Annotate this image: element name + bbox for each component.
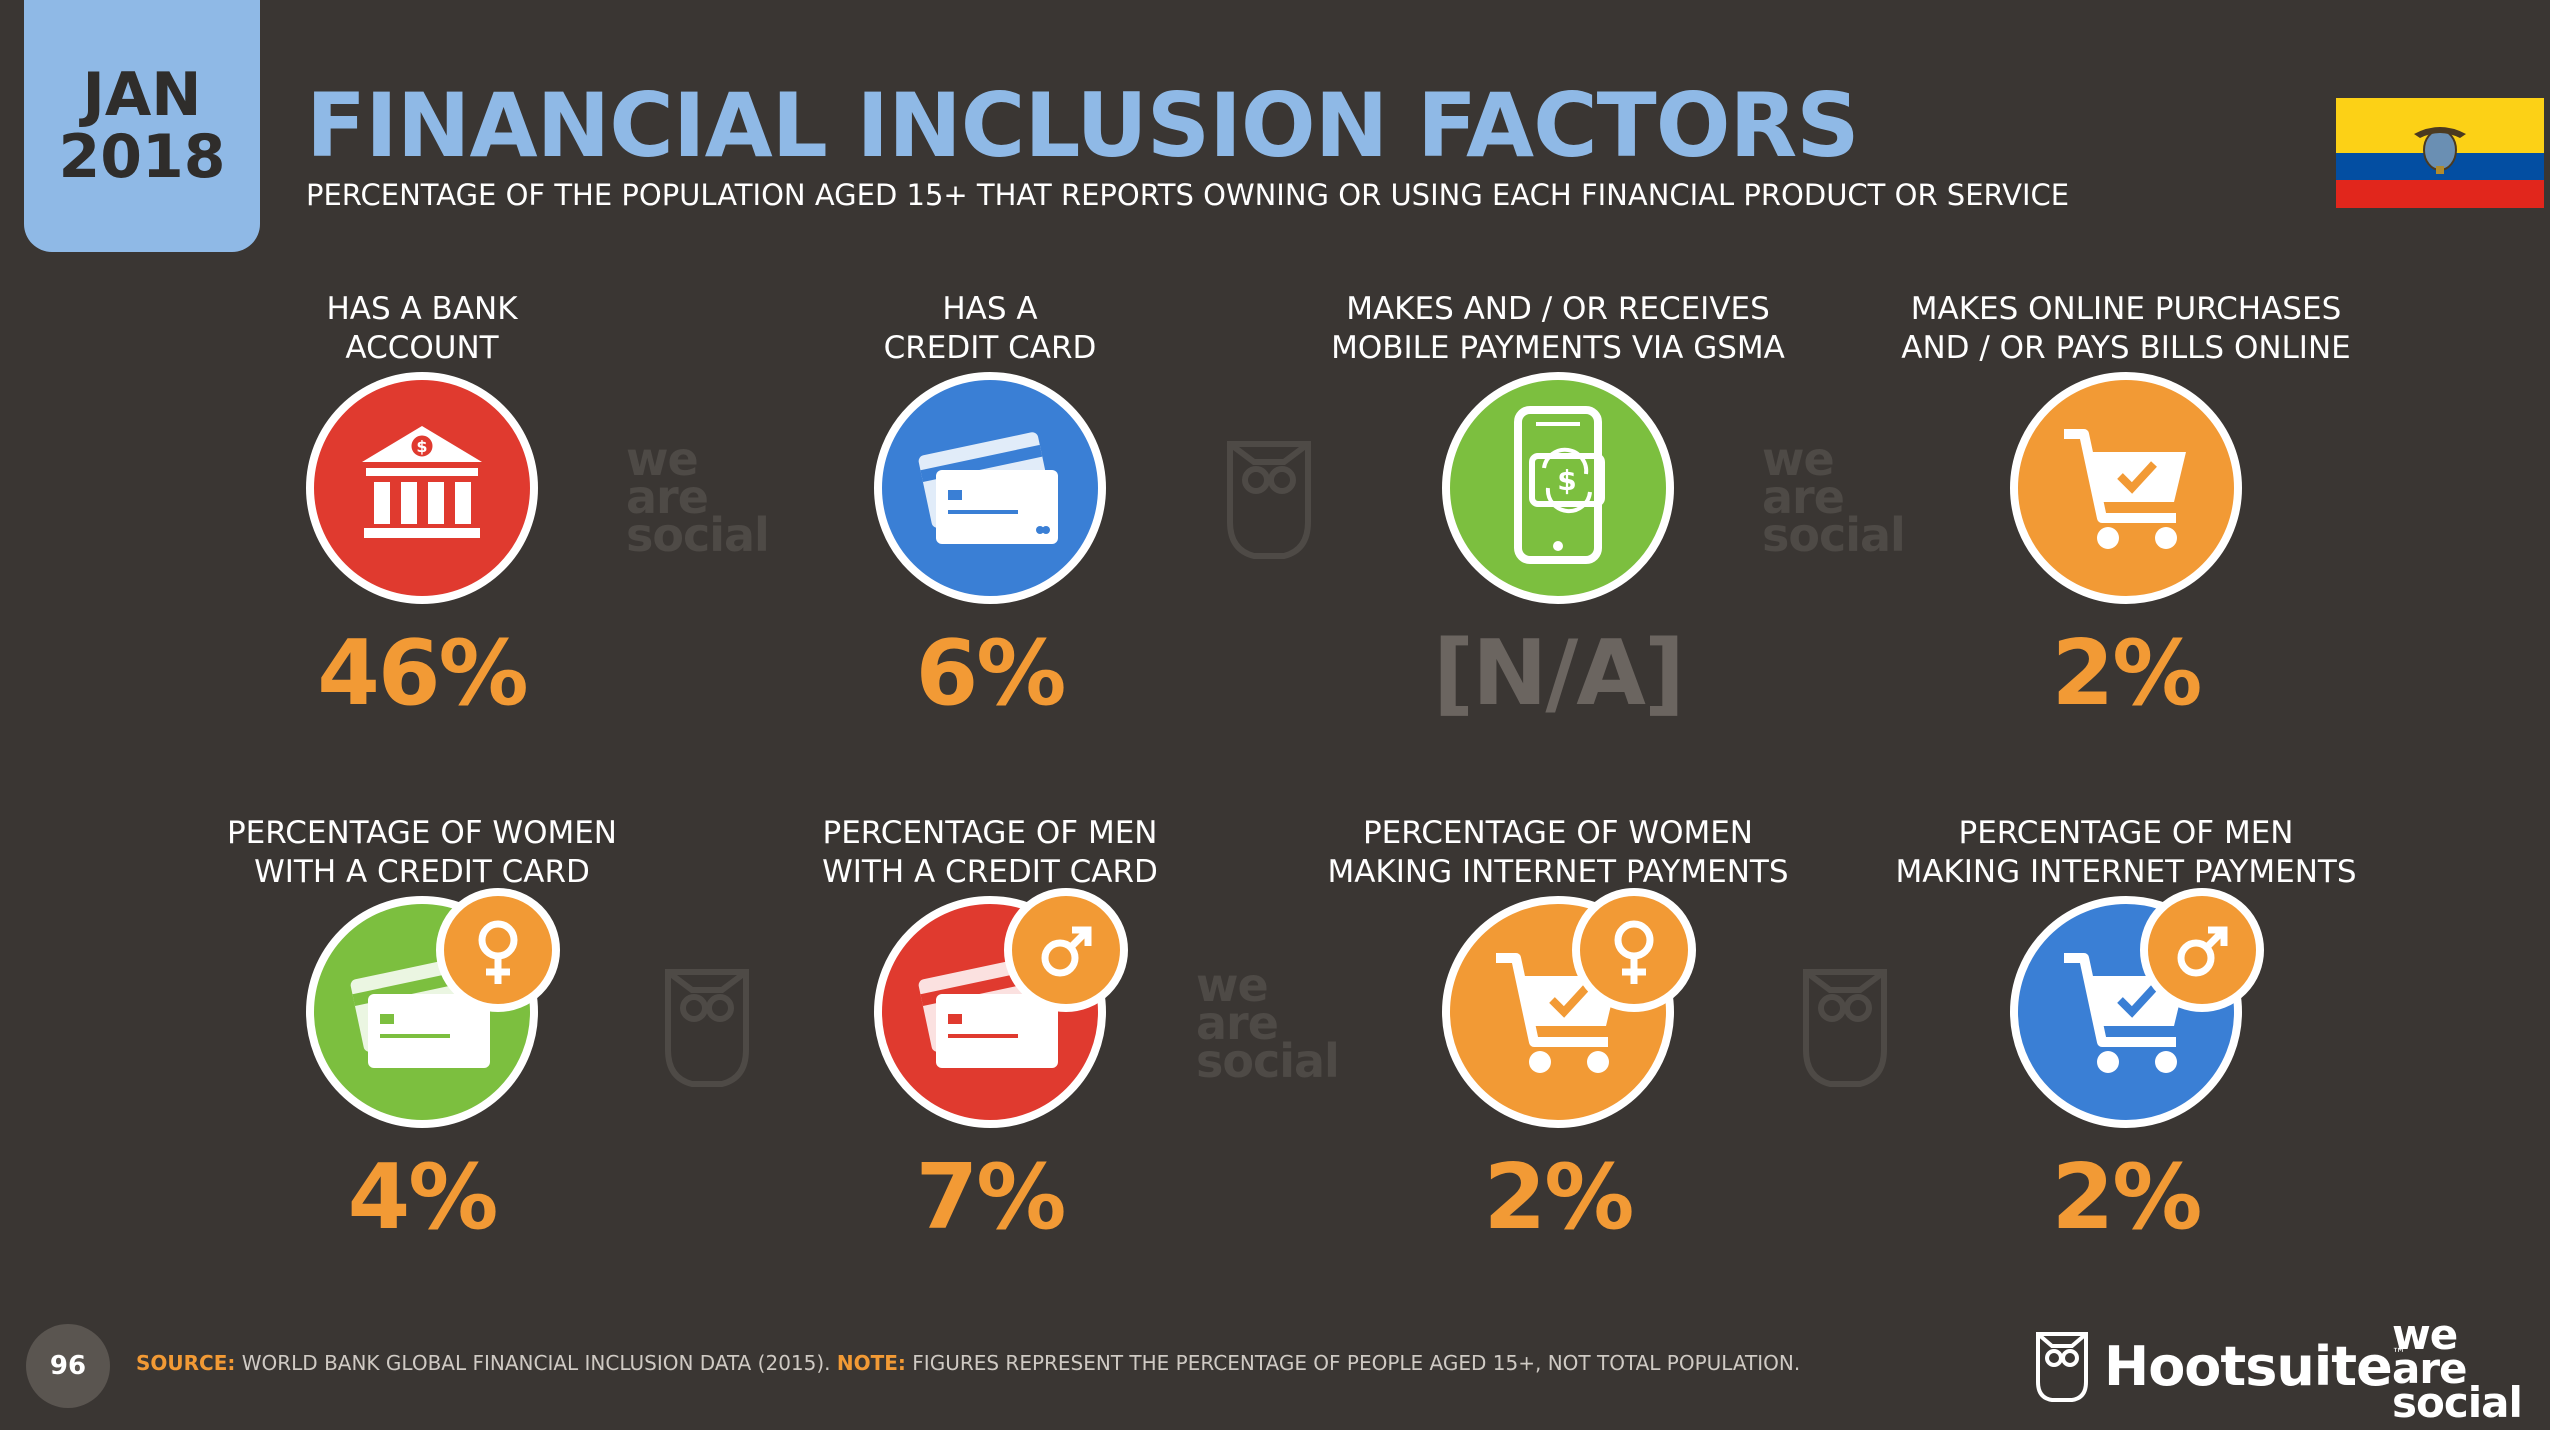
panel-women-internet-payments: PERCENTAGE OF WOMEN MAKING INTERNET PAYME…	[1278, 814, 1838, 1248]
date-month: JAN	[82, 60, 202, 130]
owl-watermark-icon	[665, 969, 749, 1087]
shopping-cart-male-icon	[2010, 888, 2264, 1128]
panel-label: PERCENTAGE OF MEN WITH A CREDIT CARD	[822, 815, 1158, 890]
source-text: WORLD BANK GLOBAL FINANCIAL INCLUSION DA…	[235, 1351, 837, 1375]
panel-value: 2%	[2051, 1145, 2203, 1250]
panel-online-purchases: MAKES ONLINE PURCHASES AND / OR PAYS BILL…	[1846, 290, 2406, 724]
date-tab: JAN 2018	[24, 0, 260, 252]
panel-bank-account: HAS A BANK ACCOUNT $ 46%	[142, 290, 702, 724]
bank-icon: $	[306, 372, 538, 604]
panel-label: PERCENTAGE OF MEN MAKING INTERNET PAYMENT…	[1895, 815, 2357, 890]
panel-value: 4%	[347, 1145, 499, 1250]
owl-watermark-icon	[1803, 969, 1887, 1087]
mobile-payment-icon: $	[1442, 372, 1674, 604]
page-subtitle: PERCENTAGE OF THE POPULATION AGED 15+ TH…	[306, 178, 2070, 212]
panel-value: 2%	[2051, 621, 2203, 726]
hootsuite-wordmark: Hootsuite	[2104, 1334, 2393, 1398]
credit-card-male-icon	[874, 888, 1128, 1128]
panel-label: HAS A BANK ACCOUNT	[326, 291, 518, 366]
panel-value: 46%	[317, 621, 528, 726]
svg-text:$: $	[416, 437, 427, 456]
shopping-cart-female-icon	[1442, 888, 1696, 1128]
note-label: NOTE:	[836, 1351, 906, 1375]
panel-men-internet-payments: PERCENTAGE OF MEN MAKING INTERNET PAYMENT…	[1846, 814, 2406, 1248]
shopping-cart-icon	[2010, 372, 2242, 604]
svg-text:$: $	[1557, 464, 1576, 497]
source-label: SOURCE:	[136, 1351, 236, 1375]
source-note: SOURCE: WORLD BANK GLOBAL FINANCIAL INCL…	[136, 1351, 1800, 1375]
panel-label: MAKES AND / OR RECEIVES MOBILE PAYMENTS V…	[1331, 291, 1785, 366]
page-title: FINANCIAL INCLUSION FACTORS	[306, 74, 1860, 177]
ecuador-flag-icon	[2336, 98, 2544, 208]
panel-women-credit-card: PERCENTAGE OF WOMEN WITH A CREDIT CARD 4%	[142, 814, 702, 1248]
watermark-we-are-social: we are social	[1196, 958, 1340, 1088]
panel-credit-card: HAS A CREDIT CARD 6%	[710, 290, 1270, 724]
hootsuite-logo: Hootsuite ™	[2034, 1326, 2406, 1406]
credit-card-female-icon	[306, 888, 560, 1128]
date-year: 2018	[58, 122, 226, 192]
hootsuite-owl-icon	[2036, 1332, 2088, 1402]
page-number: 96	[26, 1324, 110, 1408]
we-are-social-logo: we are social	[2392, 1310, 2523, 1427]
watermark-we-are-social: we are social	[1762, 432, 1906, 562]
note-text: FIGURES REPRESENT THE PERCENTAGE OF PEOP…	[905, 1351, 1801, 1375]
panel-label: HAS A CREDIT CARD	[883, 291, 1097, 366]
panel-value: 2%	[1483, 1145, 1635, 1250]
panel-label: MAKES ONLINE PURCHASES AND / OR PAYS BILL…	[1901, 291, 2351, 366]
panel-label: PERCENTAGE OF WOMEN WITH A CREDIT CARD	[226, 815, 617, 890]
owl-watermark-icon	[1227, 441, 1311, 559]
panel-value: 6%	[915, 621, 1067, 726]
panel-value: 7%	[915, 1145, 1067, 1250]
panel-label: PERCENTAGE OF WOMEN MAKING INTERNET PAYME…	[1327, 815, 1789, 890]
credit-card-icon	[874, 372, 1106, 604]
panel-value: [N/A]	[1432, 621, 1685, 726]
panel-mobile-payments: MAKES AND / OR RECEIVES MOBILE PAYMENTS V…	[1278, 290, 1838, 724]
watermark-we-are-social: we are social	[626, 432, 770, 562]
panel-men-credit-card: PERCENTAGE OF MEN WITH A CREDIT CARD 7%	[710, 814, 1270, 1248]
